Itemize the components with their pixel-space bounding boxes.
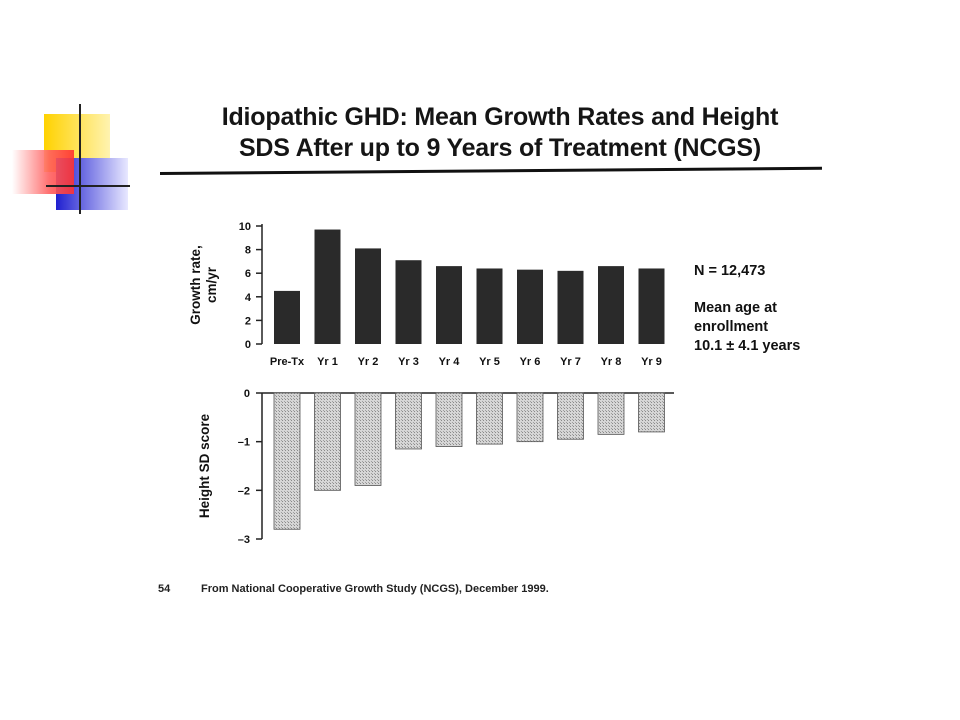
growth-bar <box>517 269 543 344</box>
height-sds-bar <box>476 392 503 445</box>
top-y-tick-label: 2 <box>245 315 251 327</box>
category-label: Yr 3 <box>398 356 419 368</box>
top-y-tick-label: 8 <box>245 245 251 257</box>
category-label: Pre-Tx <box>270 356 305 368</box>
slide-title: Idiopathic GHD: Mean Growth Rates and He… <box>160 102 840 164</box>
category-label: Yr 8 <box>601 356 622 368</box>
enrollment-label: enrollment <box>694 319 769 335</box>
bottom-y-tick-label: –1 <box>238 437 250 449</box>
height-sds-bar <box>557 392 584 440</box>
height-sds-bar <box>273 392 301 530</box>
top-y-tick-label: 4 <box>245 292 252 304</box>
category-label: Yr 4 <box>439 356 461 368</box>
growth-bar <box>274 290 300 344</box>
height-sds-bar <box>395 392 422 450</box>
bottom-y-tick-label: –3 <box>238 534 250 546</box>
category-label: Yr 7 <box>560 356 581 368</box>
source-note: From National Cooperative Growth Study (… <box>201 583 549 595</box>
top-y-tick-label: 0 <box>245 339 251 351</box>
mean-age-value: 10.1 ± 4.1 years <box>694 338 801 354</box>
page-number: 54 <box>158 583 171 595</box>
bottom-y-tick-label: 0 <box>244 388 250 400</box>
height-sds-bar <box>314 392 341 491</box>
growth-bar <box>638 268 665 344</box>
mean-age-label: Mean age at <box>694 300 777 316</box>
title-line-1: Idiopathic GHD: Mean Growth Rates and He… <box>221 103 779 131</box>
growth-bar <box>314 229 341 344</box>
growth-bar <box>436 266 462 344</box>
height-sds-bar <box>435 392 463 447</box>
growth-bar <box>355 248 381 344</box>
top-y-axis-title-line: Growth rate, <box>188 245 203 325</box>
category-label: Yr 1 <box>317 356 338 368</box>
growth-bar <box>557 270 584 344</box>
footer: 54 From National Cooperative Growth Stud… <box>158 583 549 595</box>
title-line-2: SDS After up to 9 Years of Treatment (NC… <box>238 134 762 162</box>
growth-bar <box>598 266 624 344</box>
bottom-y-axis-title: Height SD score <box>197 413 212 518</box>
category-label: Yr 9 <box>641 356 662 368</box>
height-sds-bar <box>516 392 544 443</box>
slide-corner-decoration <box>12 104 130 214</box>
height-sds-bar <box>638 392 665 433</box>
study-info: N = 12,473 Mean age at enrollment 10.1 ±… <box>694 262 874 356</box>
category-label: Yr 2 <box>358 356 379 368</box>
bottom-y-tick-label: –2 <box>238 485 250 497</box>
top-y-tick-label: 6 <box>245 268 251 280</box>
growth-bar <box>395 260 422 344</box>
height-sds-bar <box>597 392 625 435</box>
category-label: Yr 5 <box>479 356 500 368</box>
top-y-axis-title: Growth rate,cm/yr <box>188 245 219 325</box>
top-y-axis-title-line: cm/yr <box>204 266 219 303</box>
top-y-tick-label: 10 <box>239 221 251 233</box>
height-sds-bar <box>354 392 382 486</box>
growth-bar <box>476 268 503 344</box>
category-label: Yr 6 <box>520 356 541 368</box>
sample-size: N = 12,473 <box>694 263 766 279</box>
